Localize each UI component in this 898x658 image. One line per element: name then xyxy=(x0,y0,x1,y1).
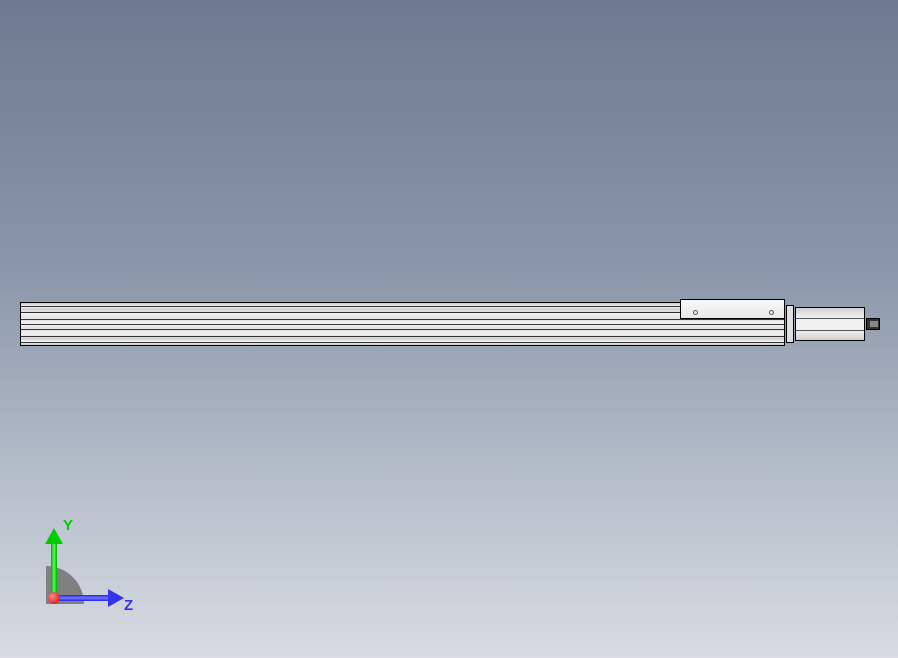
mounting-hole xyxy=(769,310,774,315)
orientation-triad[interactable]: Y Z xyxy=(34,516,134,616)
z-axis-icon[interactable] xyxy=(54,595,108,601)
y-axis-arrowhead-icon xyxy=(45,528,63,544)
x-axis-icon[interactable] xyxy=(48,592,60,604)
y-axis-label: Y xyxy=(63,517,73,534)
cad-viewport[interactable]: Y Z xyxy=(0,0,898,658)
y-axis-icon[interactable] xyxy=(51,544,57,598)
z-axis-arrowhead-icon xyxy=(108,589,124,607)
motor-body-line xyxy=(796,318,864,319)
z-axis-label: Z xyxy=(124,597,133,614)
end-plate[interactable] xyxy=(786,305,794,343)
rail-profile-line xyxy=(21,319,784,320)
carriage-block[interactable] xyxy=(680,299,785,319)
shaft-bore xyxy=(870,321,878,327)
mounting-hole xyxy=(693,310,698,315)
rail-profile-line xyxy=(21,336,784,337)
motor-housing[interactable] xyxy=(795,307,865,341)
motor-body-line xyxy=(796,330,864,331)
rail-profile-line xyxy=(21,324,784,325)
rail-profile-line xyxy=(21,312,784,313)
rail-profile-line xyxy=(21,342,784,343)
motor-shaft[interactable] xyxy=(866,318,880,330)
model-assembly[interactable] xyxy=(20,302,880,346)
rail-profile-line xyxy=(21,329,784,330)
rail-profile-line xyxy=(21,306,784,307)
rail-extrusion[interactable] xyxy=(20,302,785,346)
